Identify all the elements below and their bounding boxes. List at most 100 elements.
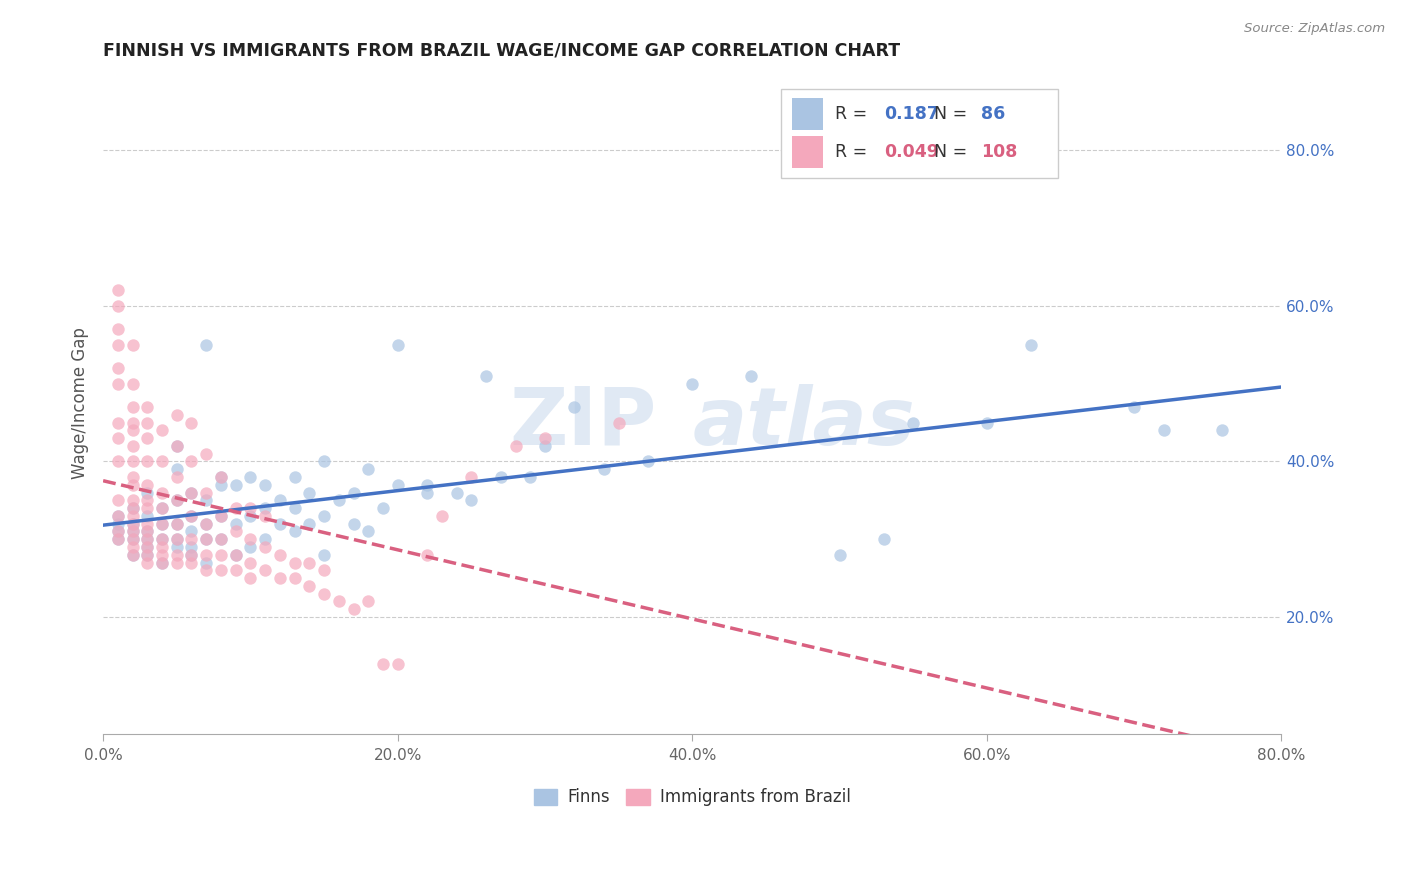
Point — [460, 493, 482, 508]
Point — [416, 485, 439, 500]
Point — [489, 470, 512, 484]
Point — [121, 532, 143, 546]
Point — [593, 462, 616, 476]
Point — [180, 532, 202, 546]
Point — [357, 594, 380, 608]
Point — [416, 477, 439, 491]
Point — [180, 524, 202, 539]
Point — [312, 563, 335, 577]
Point — [121, 454, 143, 468]
Point — [121, 501, 143, 516]
Point — [180, 485, 202, 500]
Point — [150, 548, 173, 562]
Point — [195, 532, 218, 546]
Point — [166, 462, 188, 476]
Point — [150, 556, 173, 570]
Point — [107, 361, 129, 376]
Point — [166, 493, 188, 508]
Point — [312, 454, 335, 468]
Text: N =: N = — [934, 143, 973, 161]
Point — [505, 439, 527, 453]
Point — [136, 556, 159, 570]
Point — [107, 416, 129, 430]
Point — [371, 501, 394, 516]
Point — [239, 508, 262, 523]
Point — [298, 579, 321, 593]
Text: Source: ZipAtlas.com: Source: ZipAtlas.com — [1244, 22, 1385, 36]
Point — [136, 540, 159, 554]
Text: FINNISH VS IMMIGRANTS FROM BRAZIL WAGE/INCOME GAP CORRELATION CHART: FINNISH VS IMMIGRANTS FROM BRAZIL WAGE/I… — [103, 42, 900, 60]
Point — [195, 447, 218, 461]
Point — [209, 477, 232, 491]
Point — [121, 501, 143, 516]
Point — [254, 477, 277, 491]
Point — [519, 470, 541, 484]
Point — [136, 532, 159, 546]
Point — [180, 508, 202, 523]
Point — [534, 439, 557, 453]
Point — [166, 493, 188, 508]
Point — [284, 556, 307, 570]
Point — [121, 477, 143, 491]
Point — [195, 556, 218, 570]
Point — [121, 400, 143, 414]
Point — [901, 416, 924, 430]
Point — [1211, 423, 1233, 437]
Point — [1153, 423, 1175, 437]
Point — [312, 508, 335, 523]
Point — [107, 516, 129, 531]
Text: ZIP: ZIP — [509, 384, 657, 462]
Point — [136, 477, 159, 491]
Point — [150, 532, 173, 546]
Point — [873, 532, 896, 546]
Text: 86: 86 — [981, 105, 1005, 123]
Point — [209, 532, 232, 546]
Point — [107, 283, 129, 297]
Point — [136, 532, 159, 546]
Point — [209, 563, 232, 577]
Text: atlas: atlas — [692, 384, 915, 462]
Point — [136, 548, 159, 562]
Point — [121, 493, 143, 508]
Point — [239, 501, 262, 516]
Point — [225, 501, 247, 516]
Point — [225, 548, 247, 562]
Point — [269, 493, 291, 508]
Point — [460, 470, 482, 484]
Point — [107, 524, 129, 539]
Point — [136, 516, 159, 531]
Point — [166, 532, 188, 546]
Point — [209, 508, 232, 523]
Point — [136, 493, 159, 508]
Point — [107, 524, 129, 539]
Point — [225, 563, 247, 577]
Point — [121, 524, 143, 539]
Point — [269, 548, 291, 562]
Point — [312, 587, 335, 601]
Point — [121, 524, 143, 539]
Point — [150, 423, 173, 437]
Point — [284, 501, 307, 516]
Point — [239, 556, 262, 570]
Text: 0.187: 0.187 — [884, 105, 939, 123]
Point — [121, 416, 143, 430]
Point — [166, 470, 188, 484]
Point — [475, 368, 498, 383]
Point — [121, 516, 143, 531]
Point — [239, 571, 262, 585]
Point — [166, 408, 188, 422]
Point — [121, 540, 143, 554]
Point — [180, 416, 202, 430]
Point — [284, 524, 307, 539]
Point — [121, 337, 143, 351]
Y-axis label: Wage/Income Gap: Wage/Income Gap — [72, 327, 89, 479]
Point — [166, 439, 188, 453]
Point — [121, 516, 143, 531]
Point — [357, 524, 380, 539]
Point — [150, 501, 173, 516]
Point — [121, 439, 143, 453]
Bar — [793, 98, 823, 130]
Point — [136, 540, 159, 554]
Point — [121, 508, 143, 523]
Point — [150, 485, 173, 500]
